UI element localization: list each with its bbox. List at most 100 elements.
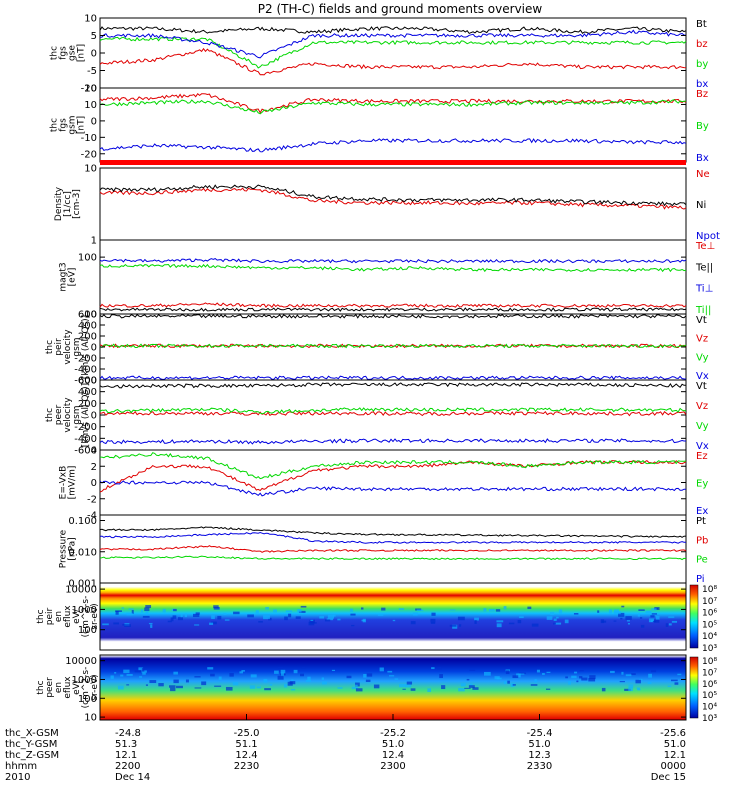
series-line-efield-0 (99, 459, 687, 493)
y-axis-label: gsm (72, 337, 82, 356)
heatmap-speckle (269, 683, 273, 686)
heatmap-speckle (373, 684, 380, 689)
heatmap-speckle (139, 676, 143, 678)
heatmap-speckle (452, 624, 458, 629)
heatmap-speckle (635, 679, 641, 684)
y-tick-label: 200 (78, 332, 97, 343)
heatmap-speckle (636, 687, 640, 690)
heatmap-speckle (258, 621, 263, 623)
heatmap-speckle (671, 620, 678, 623)
x-axis-row-label: thc_Z-GSM (5, 750, 59, 761)
heatmap-speckle (355, 682, 360, 687)
heatmap-speckle (134, 670, 142, 673)
y-tick-label: 0 (91, 116, 97, 127)
heatmap-speckle (126, 684, 130, 686)
heatmap-speckle (142, 672, 146, 675)
heatmap-speckle (621, 671, 624, 675)
heatmap-speckle (114, 672, 117, 674)
legend-label: bx (696, 79, 708, 90)
heatmap-speckle (613, 609, 619, 614)
heatmap-speckle (625, 616, 632, 620)
heatmap-speckle (218, 676, 222, 680)
panel-frame (99, 17, 687, 89)
heatmap-speckle (170, 687, 176, 692)
heatmap-speckle (102, 623, 109, 626)
x-tick-label: 2300 (380, 761, 405, 772)
y-tick-label: 200 (78, 399, 97, 410)
legend-label: Ti|| (695, 305, 711, 316)
heatmap-speckle (263, 678, 268, 683)
heatmap-speckle (366, 673, 373, 677)
heatmap-speckle (250, 674, 257, 678)
x-tick-label: 12.4 (235, 750, 257, 761)
heatmap-speckle (674, 682, 679, 685)
heatmap-speckle (327, 614, 334, 619)
flag-bar-red (100, 160, 686, 165)
heatmap-speckle (588, 678, 596, 682)
colorbar-label: 10⁶ (702, 680, 717, 690)
heatmap-speckle (516, 673, 521, 678)
legend-label: Vy (696, 352, 709, 363)
heatmap-speckle (496, 623, 502, 628)
heatmap-speckle (128, 608, 134, 610)
heatmap-speckle (531, 623, 539, 627)
y-axis-label: gse (68, 45, 78, 61)
heatmap-speckle (381, 607, 386, 611)
heatmap-speckle (625, 674, 632, 677)
heatmap-speckle (464, 687, 471, 689)
series-line-temperature-0 (99, 302, 687, 309)
heatmap-speckle (405, 684, 412, 688)
heatmap-speckle (225, 686, 233, 691)
y-axis-label: velocity (63, 329, 73, 365)
colorbar-label: 10⁵ (702, 620, 717, 630)
legend-label: Bx (696, 153, 709, 164)
heatmap-speckle (365, 679, 371, 683)
heatmap-speckle (379, 667, 384, 672)
y-tick-label: 400 (78, 387, 97, 398)
y-axis-label: thc (45, 408, 55, 422)
heatmap-speckle (510, 683, 515, 687)
heatmap-speckle (573, 613, 579, 615)
heatmap-speckle (474, 617, 479, 621)
heatmap-speckle (639, 617, 643, 619)
heatmap-speckle (300, 673, 304, 677)
heatmap-speckle (483, 671, 491, 676)
x-axis-row-label: thc_X-GSM (5, 728, 59, 739)
y-axis-label: [mV/m] (68, 466, 78, 500)
panel-efield: 4 2 0 -2 -4 E=-VxB [mV/m] Ez Ey Ex (59, 446, 709, 522)
heatmap-speckle (457, 616, 465, 621)
colorbar-label: 10⁷ (702, 597, 717, 607)
heatmap-speckle (319, 616, 325, 619)
y-tick-label: -10 (81, 84, 97, 95)
y-tick-label: -4 (87, 511, 97, 522)
heatmap-speckle (239, 671, 244, 674)
heatmap-speckle (110, 675, 114, 679)
heatmap-speckle (280, 669, 286, 674)
heatmap-speckle (655, 616, 660, 621)
heatmap-speckle (176, 685, 183, 689)
heatmap-speckle (322, 681, 327, 685)
series-line-peir-velocity-3 (99, 375, 687, 381)
heatmap-speckle (117, 685, 124, 690)
heatmap-speckle (638, 678, 643, 681)
heatmap-speckle (194, 676, 201, 678)
heatmap-speckle (508, 622, 515, 625)
series-line-pressure-0 (99, 526, 687, 538)
series-line-peir-velocity-2 (99, 343, 687, 349)
panel-frame (99, 582, 687, 651)
heatmap-speckle (542, 673, 545, 675)
heatmap-speckle (576, 680, 579, 683)
heatmap-speckle (597, 610, 600, 613)
heatmap-speckle (300, 605, 307, 608)
heatmap-speckle (554, 622, 562, 625)
x-axis-row-label: thc_Y-GSM (5, 739, 57, 750)
legend-label: Ni (696, 200, 706, 211)
heatmap-speckle (361, 619, 366, 622)
series-line-density-1 (99, 184, 687, 207)
x-tick-label: 2200 (115, 761, 140, 772)
heatmap-speckle (115, 610, 119, 615)
legend-label: Bt (696, 19, 707, 30)
